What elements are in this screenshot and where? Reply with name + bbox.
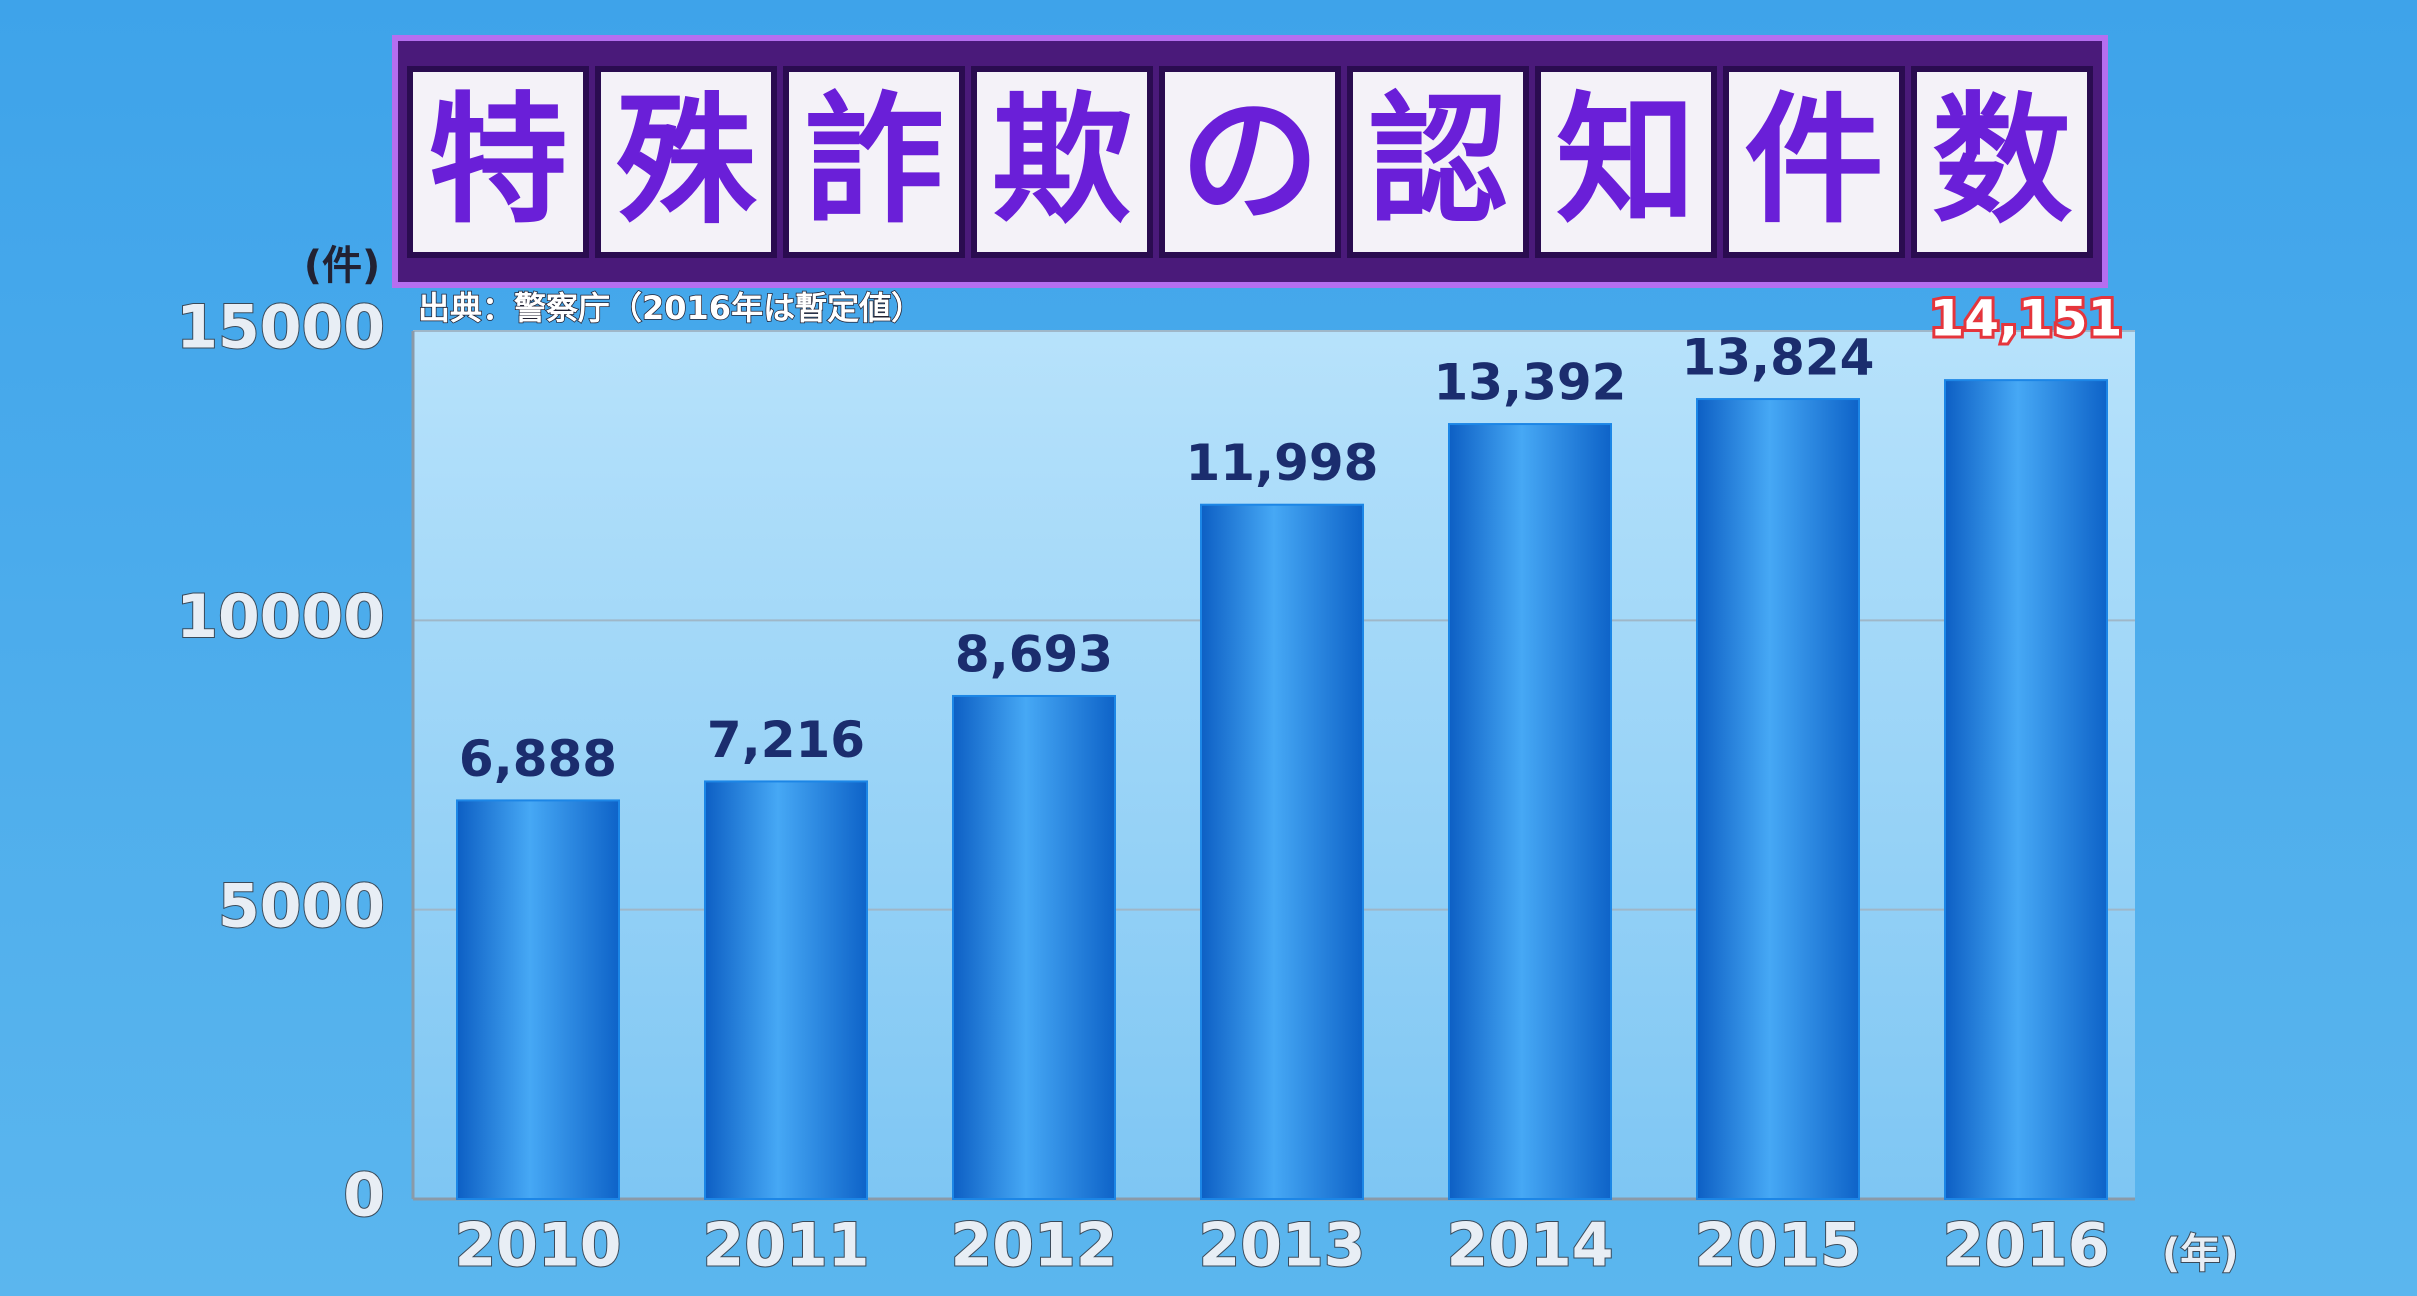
y-tick-label: 15000 bbox=[176, 293, 385, 363]
bar bbox=[456, 799, 620, 1201]
value-label: 11,998 bbox=[1186, 434, 1379, 492]
bar bbox=[704, 780, 868, 1200]
bar bbox=[1696, 398, 1860, 1200]
value-label: 13,392 bbox=[1434, 354, 1627, 412]
x-tick-label: 2012 bbox=[951, 1211, 1118, 1281]
title-char-box bbox=[1535, 66, 1717, 258]
y-axis-unit: (件) bbox=[304, 243, 381, 289]
bar bbox=[1944, 379, 2108, 1201]
x-tick-label: 2014 bbox=[1447, 1211, 1614, 1281]
x-tick-label: 2016 bbox=[1943, 1211, 2110, 1281]
chart-title: 特殊詐欺の認知件数 bbox=[428, 80, 2121, 243]
value-label: 6,888 bbox=[459, 730, 617, 788]
y-tick-label: 0 bbox=[343, 1161, 385, 1231]
title-char-box bbox=[1723, 66, 1905, 258]
title-char-box bbox=[1159, 66, 1341, 258]
y-tick-label: 10000 bbox=[176, 582, 385, 652]
title-char-box bbox=[407, 66, 589, 258]
value-label: 8,693 bbox=[955, 625, 1113, 683]
value-label: 13,824 bbox=[1682, 329, 1875, 387]
title-char-box bbox=[1911, 66, 2093, 258]
title-char-box bbox=[783, 66, 965, 258]
x-tick-label: 2013 bbox=[1199, 1211, 1366, 1281]
bar bbox=[1448, 423, 1612, 1200]
source-note: 出典：警察庁（2016年は暫定値） bbox=[418, 289, 923, 327]
x-axis-unit: (年) bbox=[2162, 1231, 2239, 1277]
x-tick-label: 2010 bbox=[455, 1211, 622, 1281]
title-char-box bbox=[595, 66, 777, 258]
bar bbox=[1200, 503, 1364, 1200]
value-label: 14,151 bbox=[1930, 290, 2123, 348]
value-label: 7,216 bbox=[707, 711, 865, 769]
title-boxes bbox=[407, 66, 2093, 258]
x-tick-label: 2011 bbox=[703, 1211, 870, 1281]
bar bbox=[952, 694, 1116, 1201]
y-tick-label: 5000 bbox=[218, 871, 385, 941]
title-char-box bbox=[1347, 66, 1529, 258]
x-tick-label: 2015 bbox=[1695, 1211, 1862, 1281]
title-char-box bbox=[971, 66, 1153, 258]
